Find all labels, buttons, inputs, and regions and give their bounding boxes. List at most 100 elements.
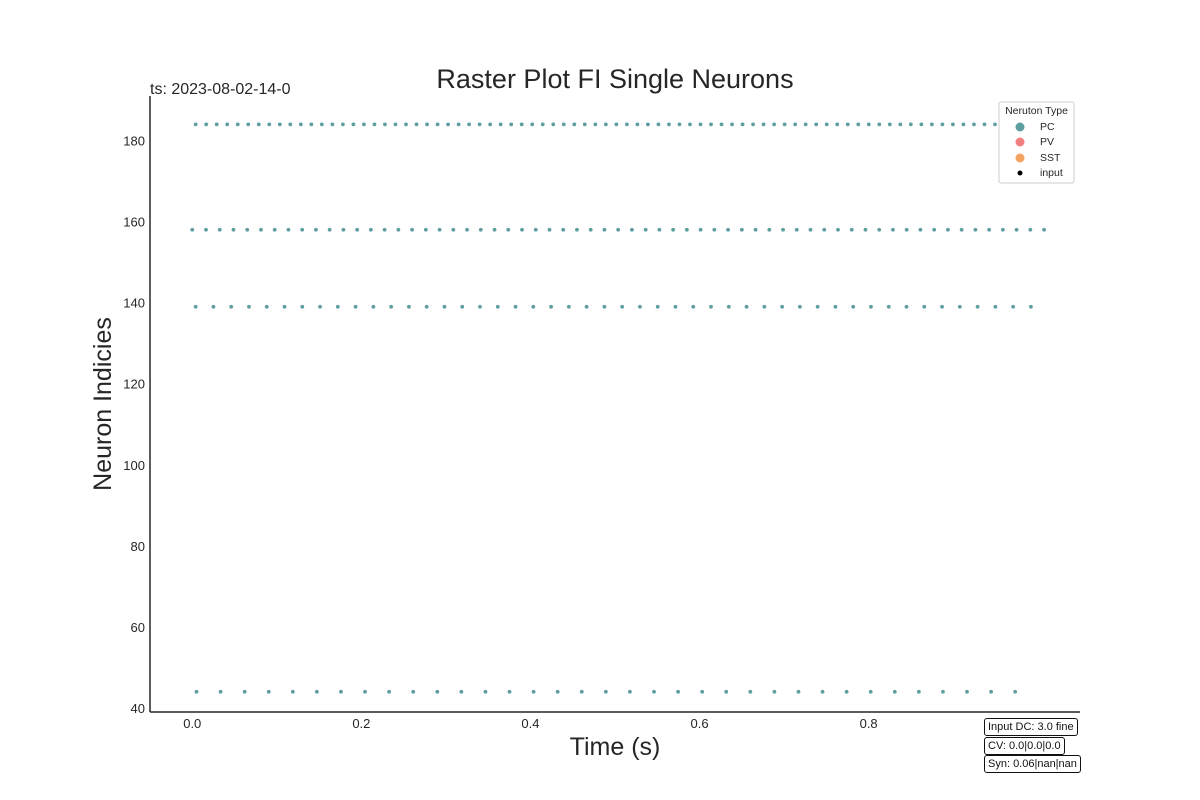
- spike-marker: [393, 122, 398, 127]
- spike-marker: [908, 122, 913, 127]
- spike-marker: [478, 227, 483, 232]
- spike-marker: [340, 122, 345, 127]
- spike-marker: [372, 122, 377, 127]
- spike-marker: [256, 122, 261, 127]
- spike-marker: [975, 304, 980, 309]
- spike-marker: [940, 122, 945, 127]
- spike-marker: [833, 304, 838, 309]
- spike-marker: [762, 304, 767, 309]
- spike-marker: [245, 227, 250, 232]
- spike-marker: [460, 304, 465, 309]
- spike-marker: [531, 689, 536, 694]
- legend-label-input: input: [1040, 167, 1063, 179]
- spike-marker: [547, 227, 552, 232]
- spike-marker: [246, 122, 251, 127]
- spike-marker: [993, 122, 997, 127]
- spike-marker: [643, 227, 648, 232]
- spike-marker: [959, 227, 964, 232]
- spike-marker: [748, 689, 753, 694]
- spike-marker: [235, 122, 240, 127]
- spike-marker: [467, 122, 472, 127]
- spike-marker: [863, 227, 868, 232]
- spike-marker: [465, 227, 469, 232]
- spike-marker: [803, 122, 808, 127]
- spike-marker: [892, 689, 897, 694]
- x-tick-label: 0.2: [352, 716, 370, 731]
- spike-marker: [835, 122, 840, 127]
- spike-marker: [919, 122, 924, 127]
- spike-marker: [767, 227, 772, 232]
- spike-marker: [229, 304, 234, 309]
- y-tick-label: 160: [123, 215, 145, 230]
- x-axis-ticks: 0.0 0.2 0.4 0.6 0.8: [183, 716, 877, 731]
- spike-marker: [277, 122, 282, 127]
- spike-marker: [620, 304, 625, 309]
- spike-marker: [614, 122, 619, 127]
- legend-frame: [998, 101, 1075, 184]
- spike-marker: [1042, 227, 1046, 232]
- spike-marker: [635, 122, 640, 127]
- spike-marker: [1000, 227, 1005, 232]
- spike-marker: [688, 122, 692, 127]
- spike-marker: [435, 689, 440, 694]
- spike-marker: [866, 122, 871, 127]
- info-syn: Syn: 0.06|nan|nan: [984, 755, 1081, 773]
- info-cv: CV: 0.0|0.0|0.0: [984, 737, 1065, 755]
- spike-marker: [844, 689, 849, 694]
- spike-marker: [435, 122, 440, 127]
- spike-marker: [407, 304, 411, 309]
- spike-marker: [808, 227, 813, 232]
- spike-marker: [782, 122, 787, 127]
- spike-marker: [286, 227, 291, 232]
- spike-marker: [667, 122, 671, 127]
- spike-marker: [780, 304, 785, 309]
- spike-marker: [584, 304, 589, 309]
- spike-marker: [531, 304, 536, 309]
- spike-marker: [877, 122, 882, 127]
- spike-marker: [259, 227, 263, 232]
- spike-marker: [761, 122, 766, 127]
- spike-marker: [247, 304, 251, 309]
- spike-marker: [225, 122, 230, 127]
- spike-marker: [387, 689, 392, 694]
- spike-marker: [898, 122, 903, 127]
- spike-marker: [877, 227, 882, 232]
- spike-marker: [371, 304, 376, 309]
- spike-marker: [1011, 304, 1016, 309]
- spike-marker: [602, 227, 607, 232]
- spike-marker: [929, 122, 934, 127]
- spike-marker: [483, 689, 488, 694]
- spike-marker: [572, 122, 577, 127]
- spike-marker: [730, 122, 734, 127]
- spike-marker: [740, 122, 745, 127]
- y-axis-label: Neuron Indicies: [89, 317, 117, 491]
- x-tick-label: 0.0: [183, 716, 201, 731]
- spike-marker: [492, 227, 497, 232]
- legend: Neruton Type PC PV SST input: [998, 101, 1075, 184]
- spike-marker: [1028, 227, 1033, 232]
- spike-marker: [691, 304, 696, 309]
- spike-marker: [628, 689, 632, 694]
- spike-marker: [389, 304, 394, 309]
- x-tick-label: 0.8: [860, 716, 878, 731]
- spike-marker: [242, 689, 247, 694]
- spike-marker: [204, 122, 209, 127]
- spike-marker: [602, 304, 607, 309]
- spike-marker: [446, 122, 450, 127]
- spike-marker: [794, 227, 799, 232]
- spike-marker: [603, 689, 608, 694]
- spike-marker: [456, 122, 461, 127]
- legend-label-pc: PC: [1040, 121, 1055, 133]
- spike-marker: [624, 122, 629, 127]
- spike-marker: [987, 227, 992, 232]
- chart-subtitle: ts: 2023-08-02-14-0: [150, 81, 291, 98]
- spike-marker: [891, 227, 895, 232]
- spike-marker: [916, 689, 921, 694]
- x-tick-label: 0.4: [521, 716, 539, 731]
- spike-marker: [886, 304, 891, 309]
- info-input-dc: Input DC: 3.0 fine: [984, 718, 1078, 736]
- spike-marker: [437, 227, 442, 232]
- spike-marker: [272, 227, 277, 232]
- spike-marker: [267, 122, 272, 127]
